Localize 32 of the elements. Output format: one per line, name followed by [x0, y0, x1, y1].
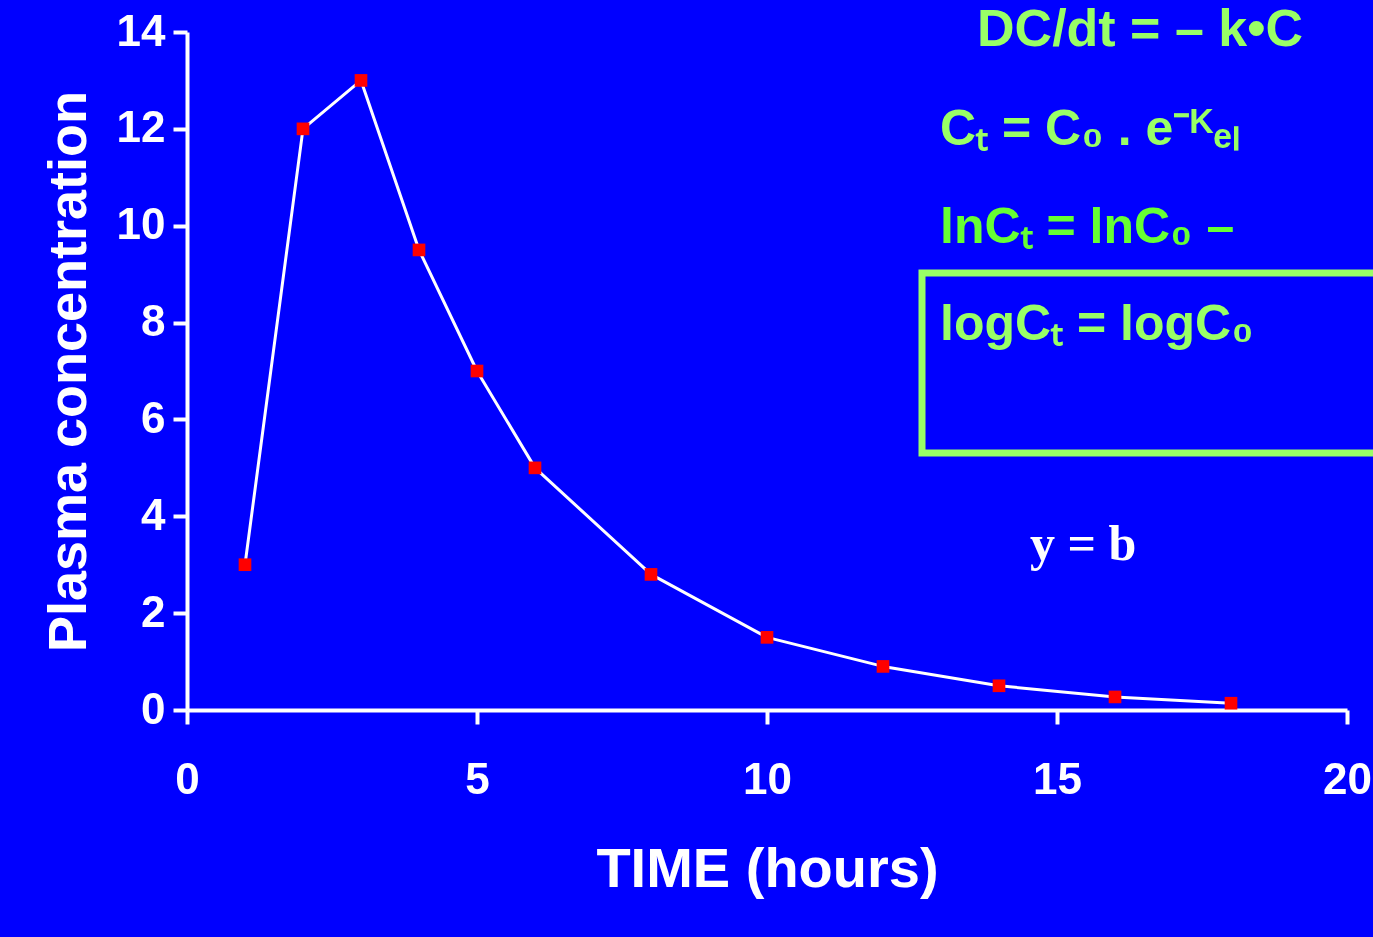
- x-tick-label: 15: [1033, 753, 1082, 803]
- annotation: Cₜ = C₀ . e⁻ᴷₑₗ: [940, 100, 1241, 156]
- y-tick-label: 0: [141, 683, 166, 733]
- y-tick-label: 4: [141, 489, 167, 539]
- point: [238, 558, 252, 572]
- y-tick-label: 10: [116, 199, 166, 249]
- x-tick-label: 20: [1323, 753, 1372, 803]
- point: [876, 660, 890, 673]
- x-tick-label: 10: [743, 753, 792, 803]
- point: [354, 74, 368, 87]
- point: [412, 243, 426, 257]
- point: [1108, 690, 1122, 704]
- y-tick-label: 2: [141, 586, 166, 636]
- annotation: y = b: [1030, 515, 1137, 571]
- point: [992, 679, 1006, 693]
- point: [760, 631, 774, 644]
- x-tick-label: 5: [465, 753, 490, 803]
- y-tick-label: 8: [141, 296, 166, 346]
- y-tick-label: 14: [116, 5, 167, 55]
- point: [1224, 696, 1238, 710]
- point: [528, 461, 542, 475]
- y-tick-label: 12: [116, 102, 166, 152]
- x-axis-title: TIME (hours): [596, 835, 939, 899]
- annotation: logCₜ = logC₀: [940, 295, 1254, 351]
- y-axis-title: Plasma concentration: [36, 90, 97, 653]
- annotation: lnCₜ = lnC₀ –: [940, 198, 1235, 254]
- point: [470, 364, 484, 378]
- point: [644, 568, 658, 581]
- annotation: DC/dt = – k•C: [977, 0, 1303, 57]
- point: [296, 122, 310, 136]
- x-tick-label: 0: [175, 753, 200, 803]
- y-tick-label: 6: [141, 392, 166, 442]
